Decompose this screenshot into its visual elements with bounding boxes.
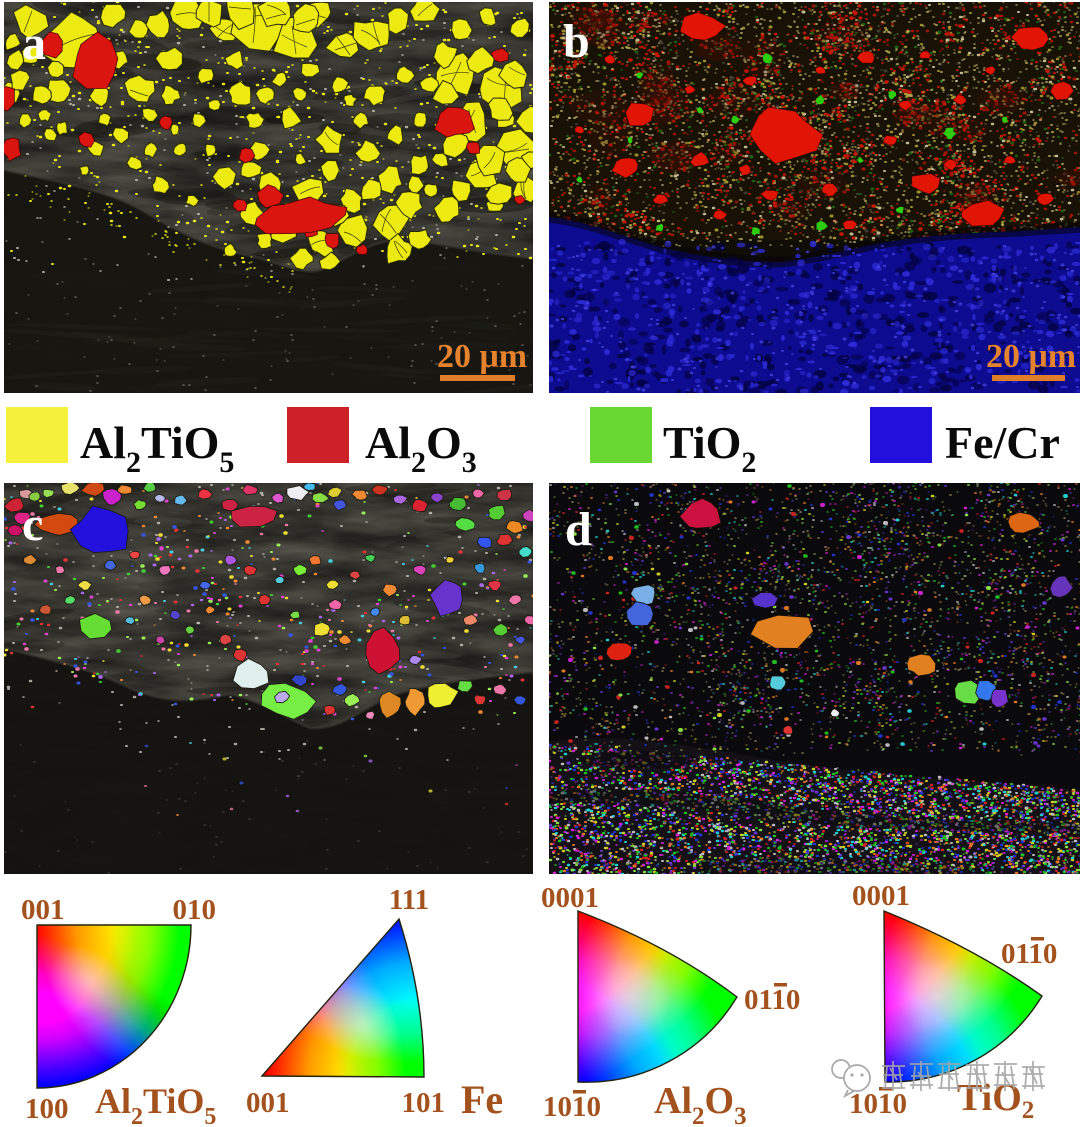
svg-text:001: 001 <box>21 894 65 926</box>
svg-text:111: 111 <box>389 884 429 916</box>
svg-text:Al2O3: Al2O3 <box>365 417 477 479</box>
svg-text:101: 101 <box>402 1087 446 1119</box>
svg-text:100: 100 <box>25 1093 69 1125</box>
svg-text:Fe: Fe <box>461 1077 503 1122</box>
svg-text:0110: 0110 <box>744 984 800 1016</box>
svg-text:c: c <box>22 498 43 551</box>
svg-text:20 μm: 20 μm <box>986 338 1076 375</box>
svg-text:TiO2: TiO2 <box>663 417 756 479</box>
svg-text:010: 010 <box>173 894 217 926</box>
svg-text:Al2TiO5: Al2TiO5 <box>95 1081 216 1127</box>
svg-text:Al2TiO5: Al2TiO5 <box>80 417 234 479</box>
svg-text:0110: 0110 <box>1001 938 1057 970</box>
svg-text:Al2O3: Al2O3 <box>654 1080 747 1127</box>
svg-text:d: d <box>565 503 592 556</box>
svg-text:a: a <box>22 17 46 70</box>
svg-text:20 μm: 20 μm <box>437 338 527 375</box>
svg-text:001: 001 <box>246 1087 290 1119</box>
svg-text:b: b <box>563 15 590 68</box>
svg-text:0001: 0001 <box>852 880 910 912</box>
svg-text:1010: 1010 <box>849 1088 907 1120</box>
svg-text:0001: 0001 <box>541 882 599 914</box>
svg-text:Fe/Cr: Fe/Cr <box>945 417 1060 468</box>
svg-text:1010: 1010 <box>543 1091 601 1123</box>
